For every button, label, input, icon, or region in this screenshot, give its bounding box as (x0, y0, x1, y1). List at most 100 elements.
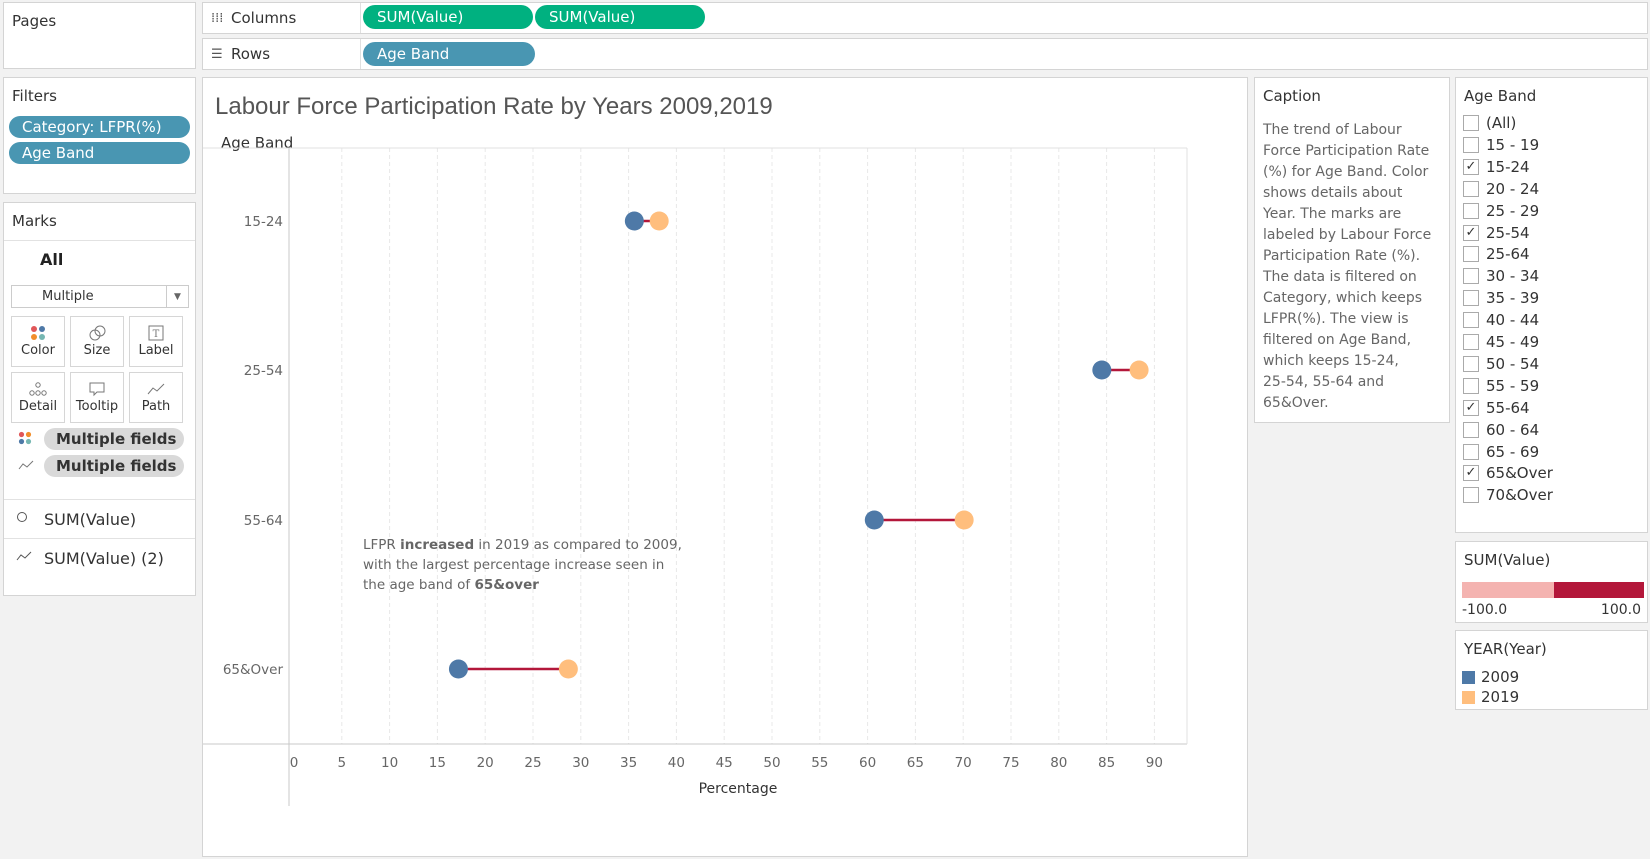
color-field-icon (18, 431, 44, 448)
caption-line: The trend of Labour (1263, 122, 1402, 138)
path-icon (130, 373, 182, 399)
y-category-label[interactable]: 65&Over (223, 662, 284, 678)
checkbox-icon[interactable] (1463, 377, 1479, 394)
age-band-option[interactable]: ✓ 25-54 (1463, 222, 1530, 244)
age-band-option[interactable]: 70&Over (1463, 484, 1553, 506)
age-band-option[interactable]: ✓ 65&Over (1463, 462, 1553, 484)
label-button[interactable]: T Label (129, 316, 183, 367)
checkbox-icon[interactable] (1463, 334, 1479, 350)
columns-pill-sum-value-2[interactable]: SUM(Value) (535, 5, 705, 29)
x-tick-label: 25 (524, 755, 541, 771)
caption-line: Category, which keeps (1263, 290, 1423, 306)
dumbbell-chart[interactable]: 0 5 10 15 20 25 30 35 40 45 50 55 60 65 70 75 80 85 90 15-… (203, 78, 1247, 856)
checkbox-icon[interactable] (1463, 202, 1479, 219)
checkbox-icon[interactable] (1463, 421, 1479, 438)
y-category-label[interactable]: 15-24 (244, 214, 283, 230)
point-2019[interactable] (1129, 360, 1149, 380)
age-band-option[interactable]: 50 - 54 (1463, 353, 1539, 375)
checkbox-icon[interactable] (1463, 246, 1479, 263)
x-tick-label: 15 (429, 755, 446, 771)
y-category-labels: 15-24 25-54 55-64 65&Over (223, 214, 284, 678)
y-category-label[interactable]: 55-64 (244, 513, 283, 529)
marks-card: Marks All Multiple ▼ Color Size T Label … (3, 202, 196, 596)
checkbox-icon[interactable] (1463, 312, 1479, 329)
filter-pill-category[interactable]: Category: LFPR(%) (9, 116, 190, 138)
checkbox-icon[interactable] (1463, 290, 1479, 307)
year-legend-item-2009[interactable]: 2009 (1462, 667, 1519, 687)
age-band-option[interactable]: (All) (1463, 112, 1516, 134)
point-2009[interactable] (864, 510, 884, 530)
age-band-option[interactable]: ✓ 15-24 (1463, 156, 1530, 178)
age-band-option[interactable]: 45 - 49 (1463, 331, 1539, 353)
checkbox-icon[interactable] (1463, 443, 1479, 460)
age-band-option[interactable]: 15 - 19 (1463, 134, 1539, 156)
columns-pill-sum-value-1[interactable]: SUM(Value) (363, 5, 533, 29)
year-swatch-2009 (1462, 670, 1475, 684)
checkbox-icon[interactable] (1463, 180, 1479, 197)
path-button[interactable]: Path (129, 372, 183, 423)
age-band-option[interactable]: 65 - 69 (1463, 441, 1539, 463)
color-field-pill[interactable]: Multiple fields (44, 428, 184, 450)
age-band-option-label: 55 - 59 (1486, 376, 1540, 395)
checkbox-icon[interactable] (1463, 487, 1479, 504)
age-band-option-label: 55-64 (1486, 398, 1530, 417)
annotation-line-2: with the largest percentage increase see… (363, 557, 664, 573)
caption-line: filtered on Age Band, (1263, 332, 1412, 348)
filter-pill-age-band[interactable]: Age Band (9, 142, 190, 164)
detail-button[interactable]: Detail (11, 372, 65, 423)
size-button[interactable]: Size (70, 316, 124, 367)
age-band-option[interactable]: 20 - 24 (1463, 178, 1539, 200)
age-band-option-label: 70&Over (1486, 486, 1553, 505)
view-title: Labour Force Participation Rate by Years… (215, 93, 773, 120)
color-field-row: Multiple fields (18, 427, 184, 451)
age-band-option[interactable]: 25-64 (1463, 243, 1530, 265)
x-tick-label: 80 (1050, 755, 1067, 771)
y-category-label[interactable]: 25-54 (244, 363, 283, 379)
path-field-pill[interactable]: Multiple fields (44, 455, 184, 477)
marks-layer (448, 211, 1149, 679)
columns-shelf[interactable]: ⁞⁞⁞ Columns SUM(Value) SUM(Value) (202, 2, 1648, 34)
marks-tab-sum-value-2[interactable]: SUM(Value) (2) (4, 538, 195, 577)
pages-shelf[interactable]: Pages (3, 2, 196, 69)
checkbox-checked-icon[interactable]: ✓ (1463, 465, 1479, 482)
checkbox-checked-icon[interactable]: ✓ (1463, 224, 1479, 241)
caption-line: Force Participation Rate (1263, 143, 1430, 159)
age-band-option[interactable]: 55 - 59 (1463, 375, 1539, 397)
checkbox-checked-icon[interactable]: ✓ (1463, 158, 1479, 175)
age-band-option[interactable]: ✓ 55-64 (1463, 397, 1530, 419)
age-band-option[interactable]: 25 - 29 (1463, 200, 1539, 222)
age-band-option[interactable]: 40 - 44 (1463, 309, 1539, 331)
checkbox-icon[interactable] (1463, 355, 1479, 372)
point-2009[interactable] (624, 211, 644, 231)
checkbox-icon[interactable] (1463, 268, 1479, 285)
x-tick-label: 45 (716, 755, 733, 771)
tooltip-button[interactable]: Tooltip (70, 372, 124, 423)
year-legend-item-2019[interactable]: 2019 (1462, 687, 1519, 707)
point-2009[interactable] (1092, 360, 1112, 380)
age-band-option-label: 50 - 54 (1486, 354, 1540, 373)
point-2019[interactable] (649, 211, 669, 231)
color-button[interactable]: Color (11, 316, 65, 367)
color-ramp (1462, 582, 1644, 598)
point-2009[interactable] (448, 659, 468, 679)
mark-type-dropdown[interactable]: Multiple ▼ (11, 285, 189, 308)
age-band-option[interactable]: 30 - 34 (1463, 265, 1539, 287)
checkbox-checked-icon[interactable]: ✓ (1463, 399, 1479, 416)
checkbox-icon[interactable] (1463, 115, 1479, 131)
age-band-option[interactable]: 35 - 39 (1463, 287, 1539, 309)
point-2019[interactable] (558, 659, 578, 679)
year-swatch-2019 (1462, 690, 1475, 704)
chevron-down-icon[interactable]: ▼ (166, 286, 188, 307)
age-band-option[interactable]: 60 - 64 (1463, 419, 1539, 441)
rows-shelf[interactable]: ☰ Rows Age Band (202, 38, 1648, 70)
marks-tab-all[interactable]: All (4, 240, 195, 278)
worksheet-view[interactable]: Labour Force Participation Rate by Years… (202, 77, 1248, 857)
caption-title: Caption (1263, 87, 1321, 105)
marks-tab-sum-value[interactable]: SUM(Value) (4, 499, 195, 538)
age-band-option-label: 25-64 (1486, 245, 1530, 264)
x-axis-title[interactable]: Percentage (699, 781, 778, 797)
x-tick-label: 20 (477, 755, 494, 771)
checkbox-icon[interactable] (1463, 136, 1479, 153)
point-2019[interactable] (954, 510, 974, 530)
rows-pill-age-band[interactable]: Age Band (363, 42, 535, 66)
